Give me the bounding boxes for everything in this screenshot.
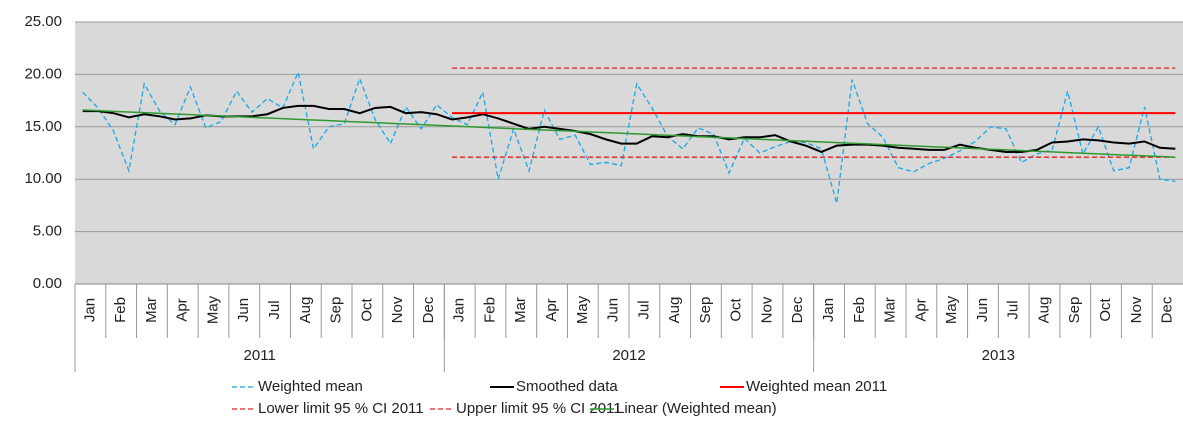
x-tick-label: May xyxy=(204,295,221,324)
x-tick-label: Apr xyxy=(174,298,191,321)
x-tick-label: Jun xyxy=(974,298,991,322)
plot-area xyxy=(75,22,1183,284)
x-tick-label: Dec xyxy=(1159,296,1176,323)
y-tick-label: 25.00 xyxy=(24,13,62,30)
y-tick-label: 5.00 xyxy=(33,223,62,240)
x-tick-label: Mar xyxy=(143,297,160,323)
legend-label: Upper limit 95 % CI 2011 xyxy=(456,400,622,417)
x-tick-label: Jan xyxy=(451,298,468,322)
year-label: 2011 xyxy=(244,347,276,364)
x-tick-label: Sep xyxy=(697,297,714,324)
x-tick-label: Mar xyxy=(512,297,529,323)
series-line xyxy=(82,109,1176,158)
x-tick-label: Nov xyxy=(1128,296,1145,323)
legend-label: Weighted mean 2011 xyxy=(746,378,887,395)
y-tick-label: 10.00 xyxy=(24,170,62,187)
x-tick-label: Mar xyxy=(882,297,899,323)
series-line xyxy=(82,104,1176,154)
legend-label: Weighted mean xyxy=(258,378,363,395)
x-tick-label: Nov xyxy=(758,296,775,323)
x-tick-label: Jan xyxy=(820,298,837,322)
legend-label: Linear (Weighted mean) xyxy=(616,400,777,417)
x-tick-label: Jun xyxy=(605,298,622,322)
x-tick-label: Jun xyxy=(235,298,252,322)
x-tick-label: Sep xyxy=(1066,297,1083,324)
x-tick-label: May xyxy=(943,295,960,324)
x-tick-label: May xyxy=(574,295,591,324)
x-tick-label: Jul xyxy=(1005,300,1022,319)
x-tick-label: Oct xyxy=(1097,298,1114,322)
y-tick-label: 15.00 xyxy=(24,118,62,135)
year-label: 2012 xyxy=(612,347,645,364)
y-tick-label: 20.00 xyxy=(24,65,62,82)
x-tick-label: Nov xyxy=(389,296,406,323)
year-label: 2013 xyxy=(982,347,1015,364)
series-line xyxy=(82,70,1176,204)
x-tick-label: Feb xyxy=(481,297,498,323)
legend-label: Lower limit 95 % CI 2011 xyxy=(258,400,424,417)
x-tick-label: Apr xyxy=(543,298,560,321)
x-tick-label: Jan xyxy=(81,298,98,322)
legend-label: Smoothed data xyxy=(516,378,618,395)
x-tick-label: Sep xyxy=(328,297,345,324)
x-tick-label: Jul xyxy=(266,300,283,319)
x-tick-label: Oct xyxy=(358,298,375,322)
x-tick-label: Feb xyxy=(851,297,868,323)
x-tick-label: Oct xyxy=(728,298,745,322)
x-tick-label: Aug xyxy=(666,297,683,324)
x-tick-label: Aug xyxy=(297,297,314,324)
x-tick-label: Dec xyxy=(420,296,437,323)
x-tick-label: Jul xyxy=(635,300,652,319)
x-tick-label: Dec xyxy=(789,296,806,323)
x-tick-label: Feb xyxy=(112,297,129,323)
x-tick-label: Apr xyxy=(912,298,929,321)
y-tick-label: 0.00 xyxy=(33,275,62,292)
x-tick-label: Aug xyxy=(1035,297,1052,324)
